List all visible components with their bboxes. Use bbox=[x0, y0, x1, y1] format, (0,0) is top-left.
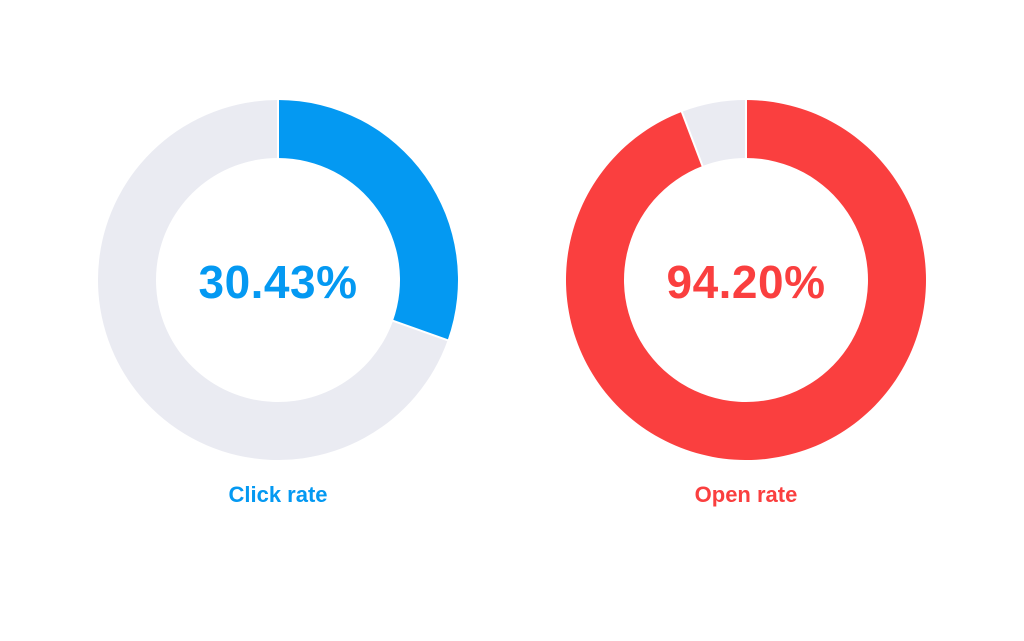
click-rate-caption: Click rate bbox=[228, 482, 328, 507]
donut-value-slice bbox=[566, 100, 926, 460]
donut-remainder-slice bbox=[681, 100, 746, 167]
slice-separator bbox=[680, 110, 704, 168]
donut-value-slice bbox=[278, 100, 458, 341]
slice-separator bbox=[391, 319, 449, 342]
donut-remainder-slice bbox=[98, 100, 448, 460]
open-rate-donut bbox=[566, 99, 926, 460]
open-rate-caption: Open rate bbox=[694, 482, 798, 507]
click-rate-donut bbox=[98, 99, 458, 460]
open-rate-chart: 94.20% Open rate bbox=[566, 90, 926, 560]
click-rate-chart: 30.43% Click rate bbox=[98, 90, 458, 560]
click-rate-value: 30.43% bbox=[198, 256, 358, 308]
open-rate-value: 94.20% bbox=[666, 256, 826, 308]
